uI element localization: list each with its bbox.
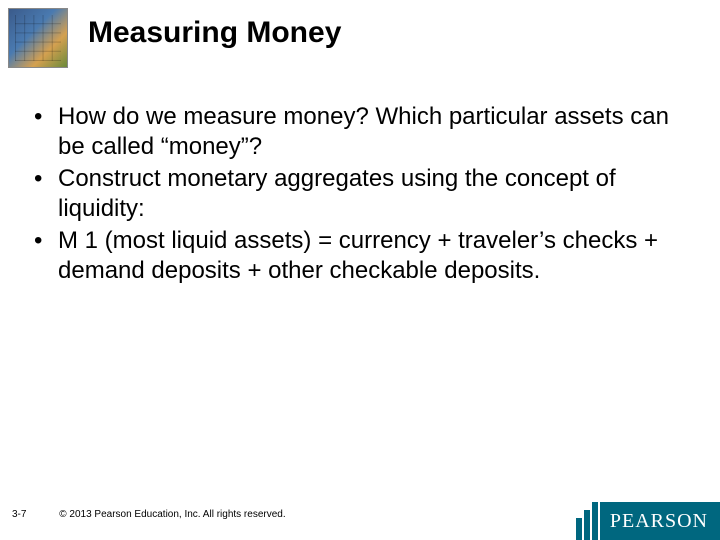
slide-title: Measuring Money	[88, 16, 341, 50]
footer: 3-7 © 2013 Pearson Education, Inc. All r…	[12, 509, 286, 520]
cube-icon	[8, 8, 68, 68]
logo-bar-icon	[592, 502, 598, 540]
logo-bar-icon	[576, 518, 582, 540]
logo-brand-text: PEARSON	[600, 502, 720, 540]
bullet-text: How do we measure money? Which particula…	[58, 102, 690, 162]
list-item: • M 1 (most liquid assets) = currency + …	[30, 226, 690, 286]
bullet-dot: •	[30, 226, 58, 256]
bullet-dot: •	[30, 164, 58, 194]
bullet-list: • How do we measure money? Which particu…	[30, 102, 690, 288]
bullet-text: M 1 (most liquid assets) = currency + tr…	[58, 226, 690, 286]
pearson-logo: PEARSON	[576, 502, 720, 540]
list-item: • How do we measure money? Which particu…	[30, 102, 690, 162]
logo-bar-icon	[584, 510, 590, 540]
list-item: • Construct monetary aggregates using th…	[30, 164, 690, 224]
bullet-text: Construct monetary aggregates using the …	[58, 164, 690, 224]
copyright-text: © 2013 Pearson Education, Inc. All right…	[59, 509, 285, 520]
page-number: 3-7	[12, 509, 26, 520]
bullet-dot: •	[30, 102, 58, 132]
